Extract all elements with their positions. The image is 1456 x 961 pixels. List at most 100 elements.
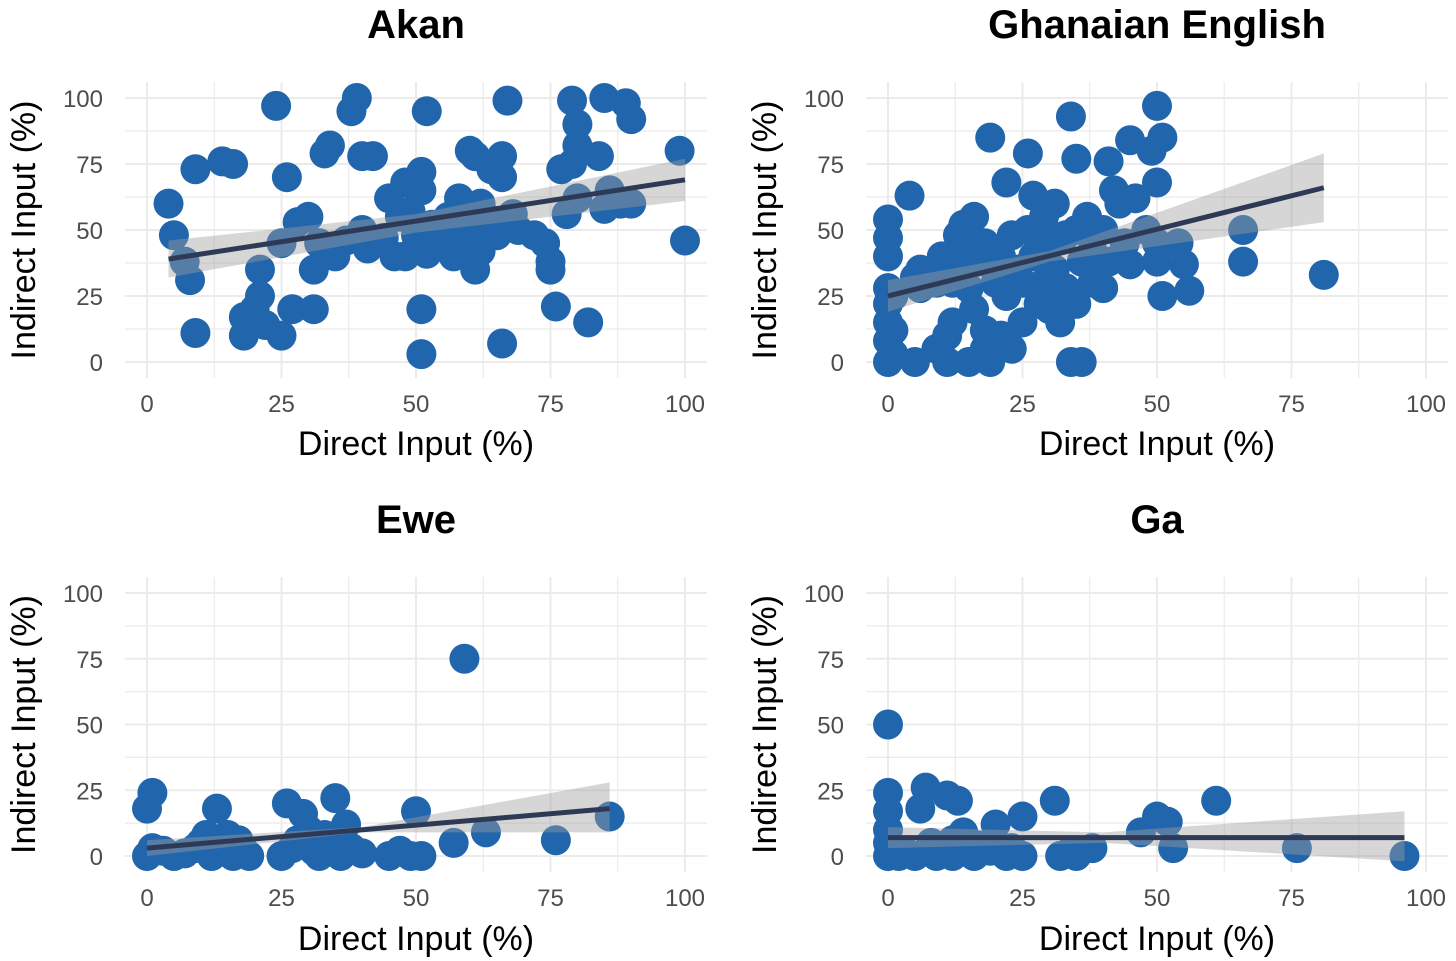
data-point bbox=[1088, 273, 1119, 304]
data-point bbox=[1142, 167, 1172, 198]
data-point bbox=[218, 149, 249, 179]
data-point bbox=[1012, 138, 1043, 169]
data-point bbox=[1142, 90, 1172, 121]
x-axis-label: Direct Input (%) bbox=[298, 920, 534, 958]
y-tick-label: 0 bbox=[90, 350, 103, 377]
data-point bbox=[873, 709, 903, 740]
data-point bbox=[1120, 183, 1151, 214]
data-point bbox=[540, 291, 571, 322]
data-point bbox=[438, 827, 469, 858]
data-point bbox=[1228, 215, 1259, 245]
y-tick-label: 75 bbox=[76, 152, 103, 179]
data-point bbox=[980, 809, 1011, 840]
data-point bbox=[1174, 275, 1205, 306]
data-point bbox=[975, 347, 1006, 377]
y-tick-label: 100 bbox=[63, 581, 103, 608]
data-point bbox=[616, 188, 647, 219]
data-point bbox=[449, 643, 480, 674]
data-point bbox=[244, 254, 275, 285]
data-point bbox=[487, 162, 518, 193]
data-point bbox=[266, 320, 297, 351]
data-point bbox=[996, 333, 1027, 364]
data-point bbox=[320, 783, 351, 814]
y-tick-label: 0 bbox=[831, 350, 844, 377]
data-point bbox=[1147, 281, 1178, 311]
data-point bbox=[406, 294, 437, 325]
data-point bbox=[1281, 833, 1312, 864]
data-point bbox=[261, 90, 292, 121]
data-point bbox=[180, 317, 211, 348]
data-point bbox=[158, 220, 189, 251]
panel-title: Ewe bbox=[376, 498, 456, 542]
data-point bbox=[1061, 143, 1092, 174]
data-point bbox=[1007, 841, 1038, 871]
data-point bbox=[234, 841, 265, 871]
y-tick-label: 25 bbox=[817, 778, 844, 805]
data-point bbox=[1039, 785, 1070, 816]
x-tick-label: 75 bbox=[537, 391, 564, 418]
confidence-band bbox=[888, 153, 1324, 312]
x-tick-label: 50 bbox=[1144, 885, 1171, 912]
x-tick-label: 75 bbox=[537, 885, 564, 912]
data-point bbox=[411, 96, 442, 127]
x-tick-label: 100 bbox=[665, 391, 705, 418]
data-point bbox=[535, 254, 566, 285]
data-point bbox=[470, 817, 501, 848]
data-point bbox=[180, 154, 211, 185]
panel-2: 0 25 50 75 100 0 25 50 75 100 Direct Input (%) Indi… bbox=[746, 3, 1448, 463]
data-point bbox=[201, 793, 232, 824]
data-point bbox=[894, 180, 925, 211]
data-point bbox=[562, 109, 593, 140]
data-point bbox=[487, 141, 518, 172]
data-point bbox=[1115, 249, 1146, 280]
panel-3: 0 25 50 75 100 0 25 50 75 100 Direct Input (%) Indi… bbox=[5, 498, 707, 958]
y-axis-label: Indirect Input (%) bbox=[746, 595, 784, 854]
data-point bbox=[878, 315, 909, 346]
x-axis-label: Direct Input (%) bbox=[298, 425, 534, 463]
x-tick-label: 100 bbox=[1406, 391, 1446, 418]
data-point bbox=[1007, 267, 1038, 298]
y-axis-label: Indirect Input (%) bbox=[5, 595, 43, 854]
data-point bbox=[487, 328, 518, 359]
data-point bbox=[557, 85, 588, 116]
data-point bbox=[664, 135, 695, 166]
x-tick-label: 100 bbox=[1406, 885, 1446, 912]
x-tick-label: 0 bbox=[140, 885, 153, 912]
data-point bbox=[873, 241, 903, 272]
data-point bbox=[991, 167, 1022, 198]
data-point bbox=[1389, 841, 1420, 871]
data-point bbox=[175, 265, 206, 296]
panel-title: Ghanaian English bbox=[988, 3, 1326, 47]
x-tick-label: 0 bbox=[881, 391, 894, 418]
data-point bbox=[298, 294, 329, 325]
data-point bbox=[937, 307, 968, 338]
data-point bbox=[137, 777, 168, 808]
regression-line bbox=[168, 177, 686, 262]
data-point bbox=[932, 347, 963, 377]
x-tick-label: 25 bbox=[268, 885, 295, 912]
x-tick-label: 25 bbox=[1009, 391, 1036, 418]
x-tick-label: 0 bbox=[140, 391, 153, 418]
data-point bbox=[1158, 833, 1189, 864]
y-axis-label: Indirect Input (%) bbox=[5, 101, 43, 360]
y-tick-label: 75 bbox=[817, 152, 844, 179]
data-point bbox=[406, 175, 437, 206]
data-point bbox=[406, 841, 437, 871]
data-point bbox=[1066, 347, 1097, 377]
y-tick-label: 50 bbox=[817, 713, 844, 740]
data-point bbox=[492, 85, 523, 116]
data-point bbox=[1228, 246, 1259, 277]
y-tick-label: 25 bbox=[76, 778, 103, 805]
y-tick-label: 100 bbox=[804, 581, 844, 608]
regression-line bbox=[887, 185, 1325, 299]
y-tick-label: 25 bbox=[76, 284, 103, 311]
data-point bbox=[1152, 806, 1183, 837]
x-tick-label: 50 bbox=[403, 391, 430, 418]
data-point bbox=[1201, 785, 1232, 816]
x-tick-label: 100 bbox=[665, 885, 705, 912]
y-axis-label: Indirect Input (%) bbox=[746, 101, 784, 360]
data-point bbox=[277, 294, 308, 325]
panel-1: 0 25 50 75 100 0 25 50 75 100 Direct Input (%) Indi… bbox=[5, 3, 707, 463]
panel-title: Akan bbox=[367, 3, 465, 47]
